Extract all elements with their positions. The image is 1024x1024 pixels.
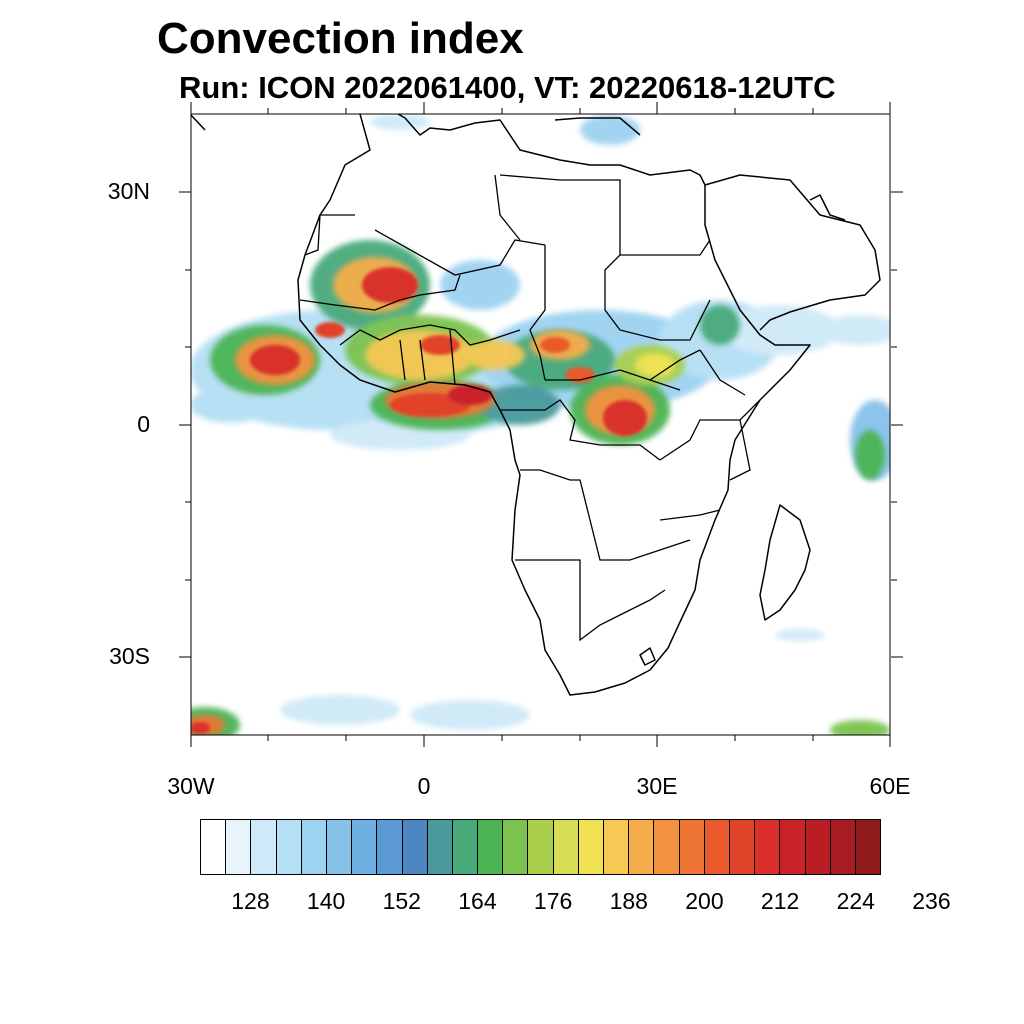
colorbar-label: 212 <box>760 888 800 914</box>
colorbar-label: 152 <box>382 888 421 914</box>
colorbar-swatch <box>452 820 479 874</box>
colorbar-label: 128 <box>231 888 270 914</box>
y-tick-label: 0 <box>137 411 150 437</box>
colorbar <box>200 819 881 875</box>
colorbar-swatch <box>604 820 630 874</box>
country-borders <box>299 174 761 642</box>
y-tick-label: 30N <box>107 178 150 204</box>
chart-subtitle: Run: ICON 2022061400, VT: 20220618-12UTC <box>179 70 836 105</box>
x-tick-label: 60E <box>869 773 911 799</box>
colorbar-swatch <box>201 820 227 874</box>
chart-title: Convection index <box>157 14 524 63</box>
colorbar-swatch <box>805 820 831 874</box>
colorbar-swatch <box>755 820 781 874</box>
colorbar-swatch <box>528 820 554 874</box>
colorbar-swatch <box>251 820 277 874</box>
colorbar-swatch <box>578 820 604 874</box>
colorbar-swatch <box>679 820 705 874</box>
colorbar-swatch <box>654 820 680 874</box>
x-tick-label: 30W <box>167 773 215 799</box>
colorbar-swatch <box>276 820 302 874</box>
colorbar-label: 200 <box>685 888 724 914</box>
colorbar-swatch <box>629 820 655 874</box>
y-tick-label: 30S <box>109 643 150 669</box>
colorbar-label: 236 <box>912 888 951 914</box>
x-tick-label: 30E <box>636 773 678 799</box>
colorbar-swatch <box>352 820 378 874</box>
colorbar-swatch <box>855 820 881 874</box>
colorbar-swatch <box>427 820 453 874</box>
colorbar-swatch <box>301 820 327 874</box>
colorbar-swatch <box>729 820 756 874</box>
colorbar-swatch <box>377 820 403 874</box>
colorbar-label: 164 <box>458 888 497 914</box>
colorbar-swatch <box>780 820 806 874</box>
colorbar-swatch <box>326 820 353 874</box>
colorbar-swatch <box>226 820 252 874</box>
colorbar-swatch <box>503 820 529 874</box>
colorbar-swatch <box>553 820 579 874</box>
convection-field <box>191 114 890 735</box>
colorbar-swatch <box>402 820 428 874</box>
coastlines <box>191 114 881 696</box>
axes-frame <box>179 102 903 747</box>
colorbar-label: 176 <box>533 888 573 914</box>
colorbar-label: 224 <box>836 888 875 914</box>
colorbar-swatch <box>704 820 730 874</box>
colorbar-swatch <box>478 820 504 874</box>
colorbar-label: 188 <box>609 888 648 914</box>
colorbar-swatch <box>830 820 856 874</box>
colorbar-label: 140 <box>306 888 346 914</box>
x-tick-label: 0 <box>417 773 431 799</box>
